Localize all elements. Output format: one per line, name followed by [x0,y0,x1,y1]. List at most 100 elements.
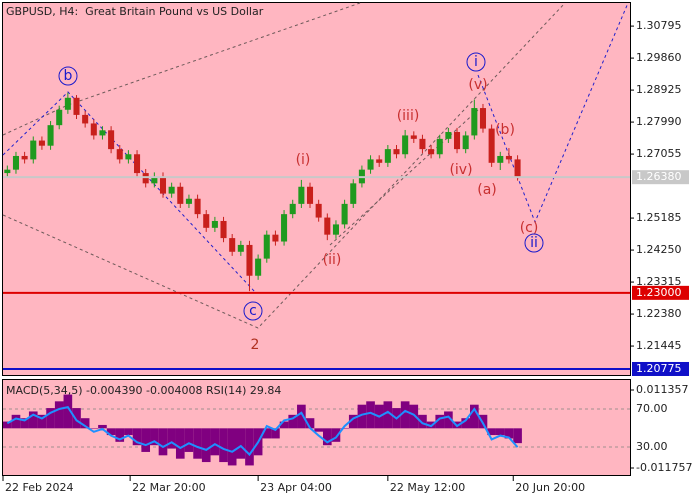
macd-bar [487,428,496,436]
wave-circle [524,233,544,253]
macd-bar [54,401,64,429]
macd-bar [366,401,375,429]
wave-label: (a) [477,182,497,198]
wave-circle [58,66,78,86]
price-level-box [632,285,689,300]
candle-body [479,108,487,129]
macd-bar [331,428,341,442]
candle-body [12,155,19,170]
wave-label: c [249,303,257,319]
candle-body [21,155,28,160]
y-tick-label: 1.24250 [636,243,682,256]
candle-body [315,203,322,218]
candle-body [177,186,184,204]
candle-body [220,220,227,239]
macd-bar [37,414,47,429]
candle-body [246,244,253,276]
y-tick-label: 1.28925 [636,83,682,96]
candle-body [393,149,400,155]
macd-bar [279,421,289,429]
macd-bar [227,428,237,466]
wave-label: i [474,54,478,70]
macd-bar [20,418,29,429]
macd-bar [150,428,159,446]
candle-body [90,123,97,136]
macd-bar [236,428,246,459]
macd-bar [210,428,220,456]
wave-label: (ii) [323,252,342,268]
macd-bar [383,401,393,429]
y-tick-label: 0.011357 [636,383,689,396]
macd-bar [348,414,358,429]
trend-line [2,91,256,293]
macd-bar [400,401,410,429]
candle-body [73,97,80,115]
wave-circle [243,301,263,321]
y-tick-label: 1.29860 [636,51,682,64]
wave-label: (c) [520,220,539,236]
y-tick-label: 1.27055 [636,147,682,160]
macd-bar [115,428,125,442]
candle-body [367,159,374,170]
x-tick-label: 22 Mar 20:00 [132,481,205,494]
wave-circle [466,52,486,72]
candle-body [168,186,175,194]
macd-bar [461,418,471,429]
macd-bar [470,404,479,429]
wave-label: 2 [251,337,260,353]
macd-bar [409,404,419,429]
candle-body [142,173,149,184]
candle-body [350,183,357,204]
wave-label: (iii) [397,108,420,124]
candle-body [82,114,89,124]
candle-body [445,132,452,139]
macd-bar [504,428,514,439]
candle-body [47,125,54,146]
macd-bar [322,428,332,446]
candle-body [384,149,391,163]
macd-bar [193,428,202,459]
price-level-box [632,361,689,376]
macd-bar [158,428,168,456]
candle-body [514,159,521,178]
candle-body [99,130,106,136]
macd-bar [219,428,228,463]
candle-body [428,149,435,155]
macd-bar [288,414,298,429]
candle-body [229,238,236,252]
x-tick-label: 22 Feb 2024 [5,481,73,494]
rsi-line [6,405,519,457]
candle-body [410,135,417,139]
price-level-box [632,170,689,185]
macd-bar [513,428,522,444]
macd-bar [63,394,73,429]
candle-body [289,203,296,215]
macd-bar [418,414,427,429]
macd-bar [132,428,142,446]
macd-bar [357,404,367,429]
candle-body [4,169,11,174]
candle-body [64,97,71,110]
candle-body [116,149,123,160]
wave-label: b [64,68,73,84]
candle-body [505,155,512,160]
candle-body [272,234,279,242]
candle-body [108,130,115,150]
y2-tick-label: 30.00 [636,440,668,453]
candles [4,92,521,292]
y-tick-label: 1.27990 [636,115,682,128]
candle-body [185,198,192,204]
candle-body [38,140,45,146]
trend-line [477,2,629,224]
macd-bar [314,428,323,432]
candle-body [454,132,461,150]
macd-bar [98,424,107,429]
macd-bar [201,428,211,463]
wave-label: (i) [296,152,311,168]
macd-bar [184,428,194,452]
macd-bar [167,428,176,449]
candle-body [134,154,141,174]
candle-body [324,217,331,235]
candle-body [306,186,314,204]
